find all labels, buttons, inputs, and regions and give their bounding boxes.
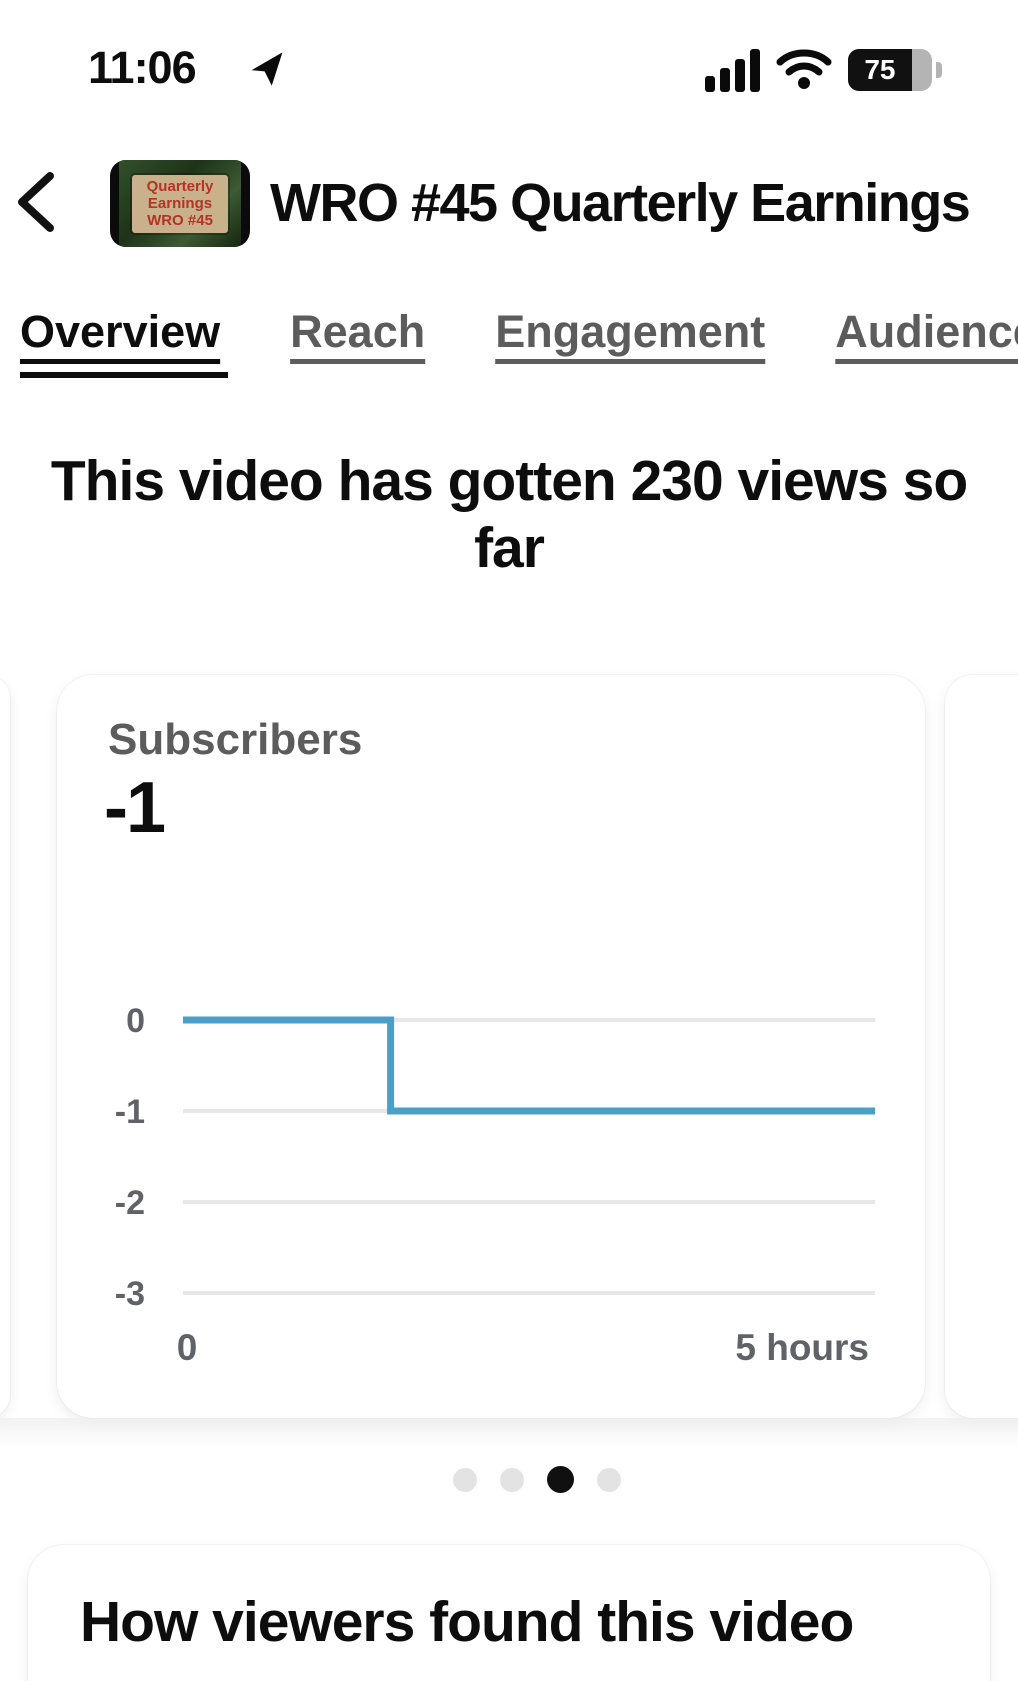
section-title: How viewers found this video	[80, 1590, 854, 1654]
cellular-signal-icon	[705, 48, 760, 92]
video-thumbnail[interactable]: Quarterly Earnings WRO #45	[110, 160, 250, 247]
thumbnail-sign: Quarterly Earnings WRO #45	[132, 174, 228, 233]
y-tick-label: 0	[126, 1002, 145, 1040]
subscribers-line-series	[183, 1016, 875, 1115]
carousel-dot-2[interactable]	[500, 1467, 524, 1492]
tab-reach[interactable]: Reach	[290, 306, 426, 357]
battery-nub	[936, 62, 942, 78]
next-card-peek[interactable]	[945, 675, 1018, 1418]
video-title: WRO #45 Quarterly Earnings	[270, 173, 971, 233]
carousel-dot-4[interactable]	[597, 1467, 621, 1492]
battery-icon: 75	[848, 49, 932, 91]
back-button[interactable]	[10, 170, 62, 234]
carousel-page-dots	[28, 1466, 1018, 1493]
tab-engagement[interactable]: Engagement	[495, 306, 766, 357]
previous-card-peek[interactable]	[0, 675, 10, 1418]
carousel-shadow	[0, 1418, 1018, 1448]
carousel-dot-3[interactable]	[547, 1466, 574, 1493]
battery-percent: 75	[864, 54, 896, 85]
x-tick-label: 0	[177, 1327, 198, 1368]
y-tick-label: -2	[115, 1184, 145, 1222]
video-header: Quarterly Earnings WRO #45 WRO #45 Quart…	[0, 158, 1018, 250]
tabs: Overview Reach Engagement Audience	[20, 306, 1018, 378]
x-tick-label: 5 hours	[735, 1327, 869, 1368]
subscribers-card: Subscribers -1 0 -1 -2 -3 0 5 hours	[57, 675, 925, 1418]
status-bar: 11:06 75	[0, 40, 1018, 104]
tab-audience[interactable]: Audience	[835, 306, 1018, 357]
sign-line: WRO #45	[147, 212, 213, 229]
subscribers-chart: 0 -1 -2 -3 0 5 hours	[115, 1002, 875, 1368]
carousel-dot-1[interactable]	[453, 1467, 477, 1492]
metric-value: -1	[104, 768, 166, 848]
traffic-sources-card: How viewers found this video	[28, 1545, 990, 1681]
y-tick-label: -1	[115, 1093, 145, 1131]
metric-label: Subscribers	[108, 715, 363, 764]
sign-line: Earnings	[147, 195, 213, 212]
wifi-icon	[776, 49, 832, 89]
tab-overview[interactable]: Overview	[20, 306, 229, 378]
views-headline: This video has gotten 230 views so far	[50, 449, 968, 580]
status-icons: 75	[705, 48, 942, 92]
location-arrow-icon	[251, 52, 283, 86]
y-tick-label: -3	[115, 1275, 145, 1313]
clock: 11:06	[88, 42, 197, 93]
sign-line: Quarterly	[146, 178, 214, 195]
